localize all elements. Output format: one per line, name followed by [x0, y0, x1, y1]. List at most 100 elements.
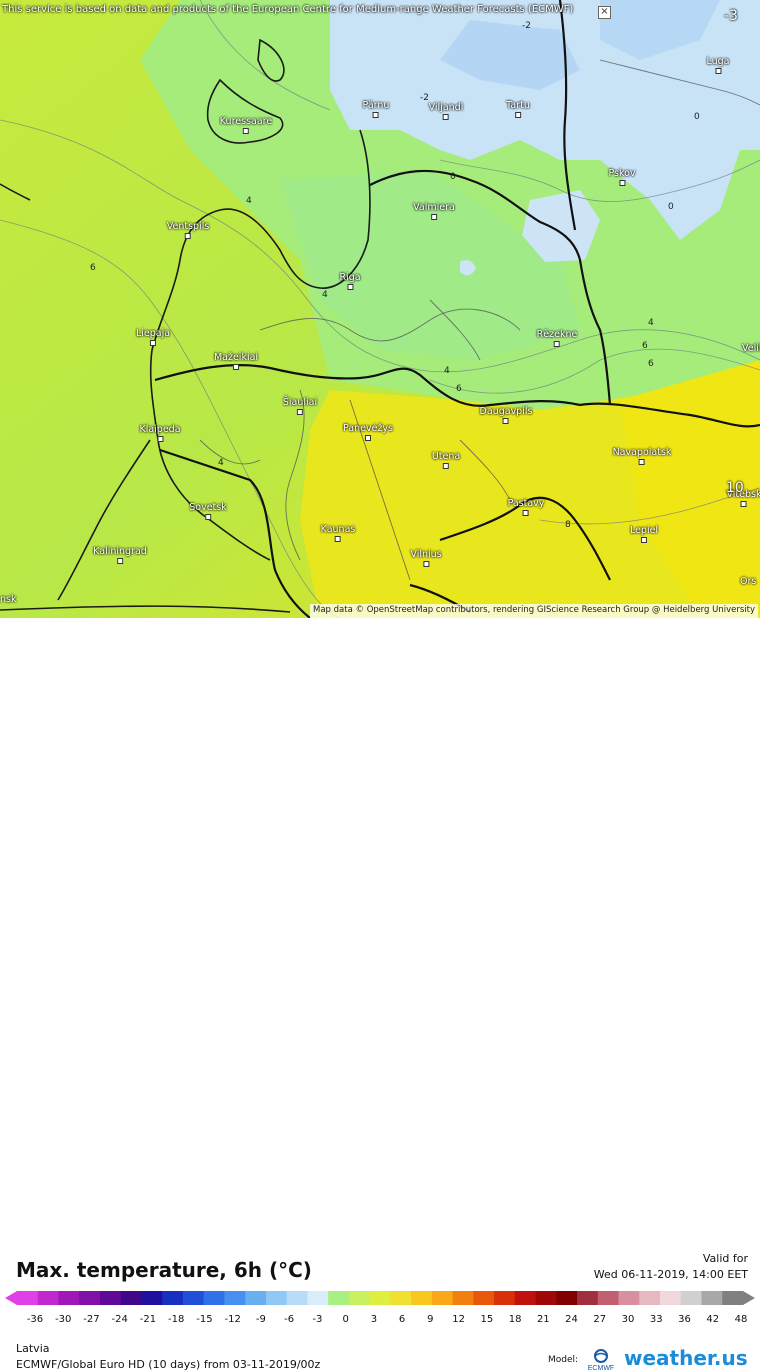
isotherm-label: 4 [246, 196, 252, 206]
isotherm-label: 6 [642, 341, 648, 351]
close-notice-button[interactable]: × [598, 6, 611, 19]
city-name: Viljandi [428, 102, 464, 113]
scale-tick-label: 3 [370, 1314, 378, 1325]
scale-tick-label: 30 [621, 1314, 635, 1325]
city-label: Pärnu [362, 100, 390, 118]
city-name: Vitebsk [726, 489, 760, 500]
scale-tick-label: 24 [565, 1314, 578, 1325]
scale-swatch [473, 1291, 495, 1305]
scale-swatch [328, 1291, 350, 1305]
city-marker [715, 68, 721, 74]
city-marker [296, 409, 303, 415]
scale-swatch [411, 1291, 433, 1305]
scale-swatch [245, 1291, 267, 1305]
scale-max-arrow [743, 1291, 755, 1305]
scale-swatch [162, 1291, 184, 1305]
isotherm-label: 8 [565, 520, 571, 530]
scale-swatch [182, 1291, 205, 1305]
city-label: Liepaja [136, 328, 170, 346]
city-marker [641, 537, 647, 543]
scale-tick-label: -3 [312, 1314, 323, 1325]
city-label: Panevėžys [343, 423, 393, 441]
map-attribution[interactable]: Map data © OpenStreetMap contributors, r… [310, 604, 758, 618]
scale-swatch [37, 1291, 59, 1305]
isotherm-label: 4 [322, 290, 328, 300]
brand-logo[interactable]: weather.us [624, 1346, 748, 1370]
isotherm-label: 0 [450, 172, 456, 182]
scale-swatch [577, 1291, 599, 1305]
scale-swatch [390, 1291, 412, 1305]
city-marker [347, 284, 353, 290]
city-marker [554, 341, 560, 347]
scale-tick-label: 42 [706, 1314, 720, 1325]
city-marker [334, 536, 341, 542]
scale-swatch [494, 1291, 516, 1305]
city-label: Šiauliai [283, 397, 317, 415]
city-label: Navapolatsk [613, 447, 671, 465]
scale-swatch [58, 1291, 80, 1305]
scale-tick-label: -6 [284, 1314, 295, 1325]
map-canvas [0, 0, 760, 618]
scale-tick-label: -21 [139, 1314, 157, 1325]
scale-tick-label: -30 [55, 1314, 72, 1325]
city-label: Luga [707, 56, 730, 74]
city-name: Pärnu [362, 100, 390, 111]
scale-swatch [556, 1291, 578, 1305]
city-name: Pskov [608, 168, 636, 179]
city-label: Tartu [506, 100, 530, 118]
isotherm-label: -2 [420, 93, 429, 103]
city-label: Ventspils [167, 221, 209, 239]
scale-tick-label: -24 [111, 1314, 128, 1325]
scale-tick-label: -15 [196, 1314, 213, 1325]
city-marker [443, 463, 449, 469]
city-label: Kaliningrad [93, 546, 147, 564]
city-name: Kaunas [320, 524, 356, 535]
color-scale-ticks: -36 -30 -27 -24 -21 -18 -15 -12 -9 -6 -3 0 3 6 9 12 15 18… [0, 1314, 760, 1328]
isotherm-label: 4 [444, 366, 450, 376]
city-name: Panevėžys [342, 423, 394, 434]
scale-tick-label: -18 [168, 1314, 185, 1325]
city-name: Šiauliai [282, 397, 318, 408]
model-run: ECMWF/Global Euro HD (10 days) from 03-1… [16, 1358, 321, 1371]
scale-swatch [120, 1291, 142, 1305]
scale-tick-label: 36 [678, 1314, 691, 1325]
scale-swatch [307, 1291, 329, 1305]
city-marker [515, 112, 521, 118]
scale-swatch [597, 1291, 620, 1305]
city-marker [430, 214, 437, 220]
scale-tick-label: 15 [480, 1314, 494, 1325]
scale-swatch [722, 1291, 744, 1305]
city-label: Lepiel [630, 525, 658, 543]
scale-swatch [224, 1291, 246, 1305]
city-name: Mažeikiai [213, 352, 259, 363]
city-name: Valmiera [413, 202, 455, 213]
city-marker [373, 112, 379, 118]
forecast-map[interactable]: This service is based on data and produc… [0, 0, 760, 618]
city-label: Kaunas [320, 524, 356, 542]
scale-swatch [452, 1291, 474, 1305]
city-marker [157, 436, 163, 442]
city-label: Mažeikiai [214, 352, 258, 370]
scale-tick-label: -36 [26, 1314, 44, 1325]
isotherm-label: 0 [694, 112, 700, 122]
scale-swatch [17, 1291, 39, 1305]
model-label: Model: [548, 1355, 579, 1365]
city-name: Liepaja [135, 328, 171, 339]
scale-swatch [99, 1291, 122, 1305]
city-label: Klaipeda [139, 424, 181, 442]
scale-tick-label: 18 [508, 1314, 522, 1325]
scale-tick-label: 6 [398, 1314, 406, 1325]
city-name: Kuressaare [219, 116, 273, 127]
city-marker [364, 435, 371, 441]
scale-tick-label: 9 [427, 1314, 434, 1325]
city-marker [442, 114, 449, 120]
scale-tick-label: -9 [255, 1314, 266, 1325]
city-marker [422, 561, 429, 567]
city-marker [502, 418, 509, 424]
scale-tick-label: -12 [224, 1314, 241, 1325]
scale-swatch [680, 1291, 703, 1305]
scale-tick-label: 33 [649, 1314, 663, 1325]
city-marker [116, 558, 123, 564]
city-name: Klaipeda [139, 424, 181, 435]
city-marker [185, 233, 191, 239]
